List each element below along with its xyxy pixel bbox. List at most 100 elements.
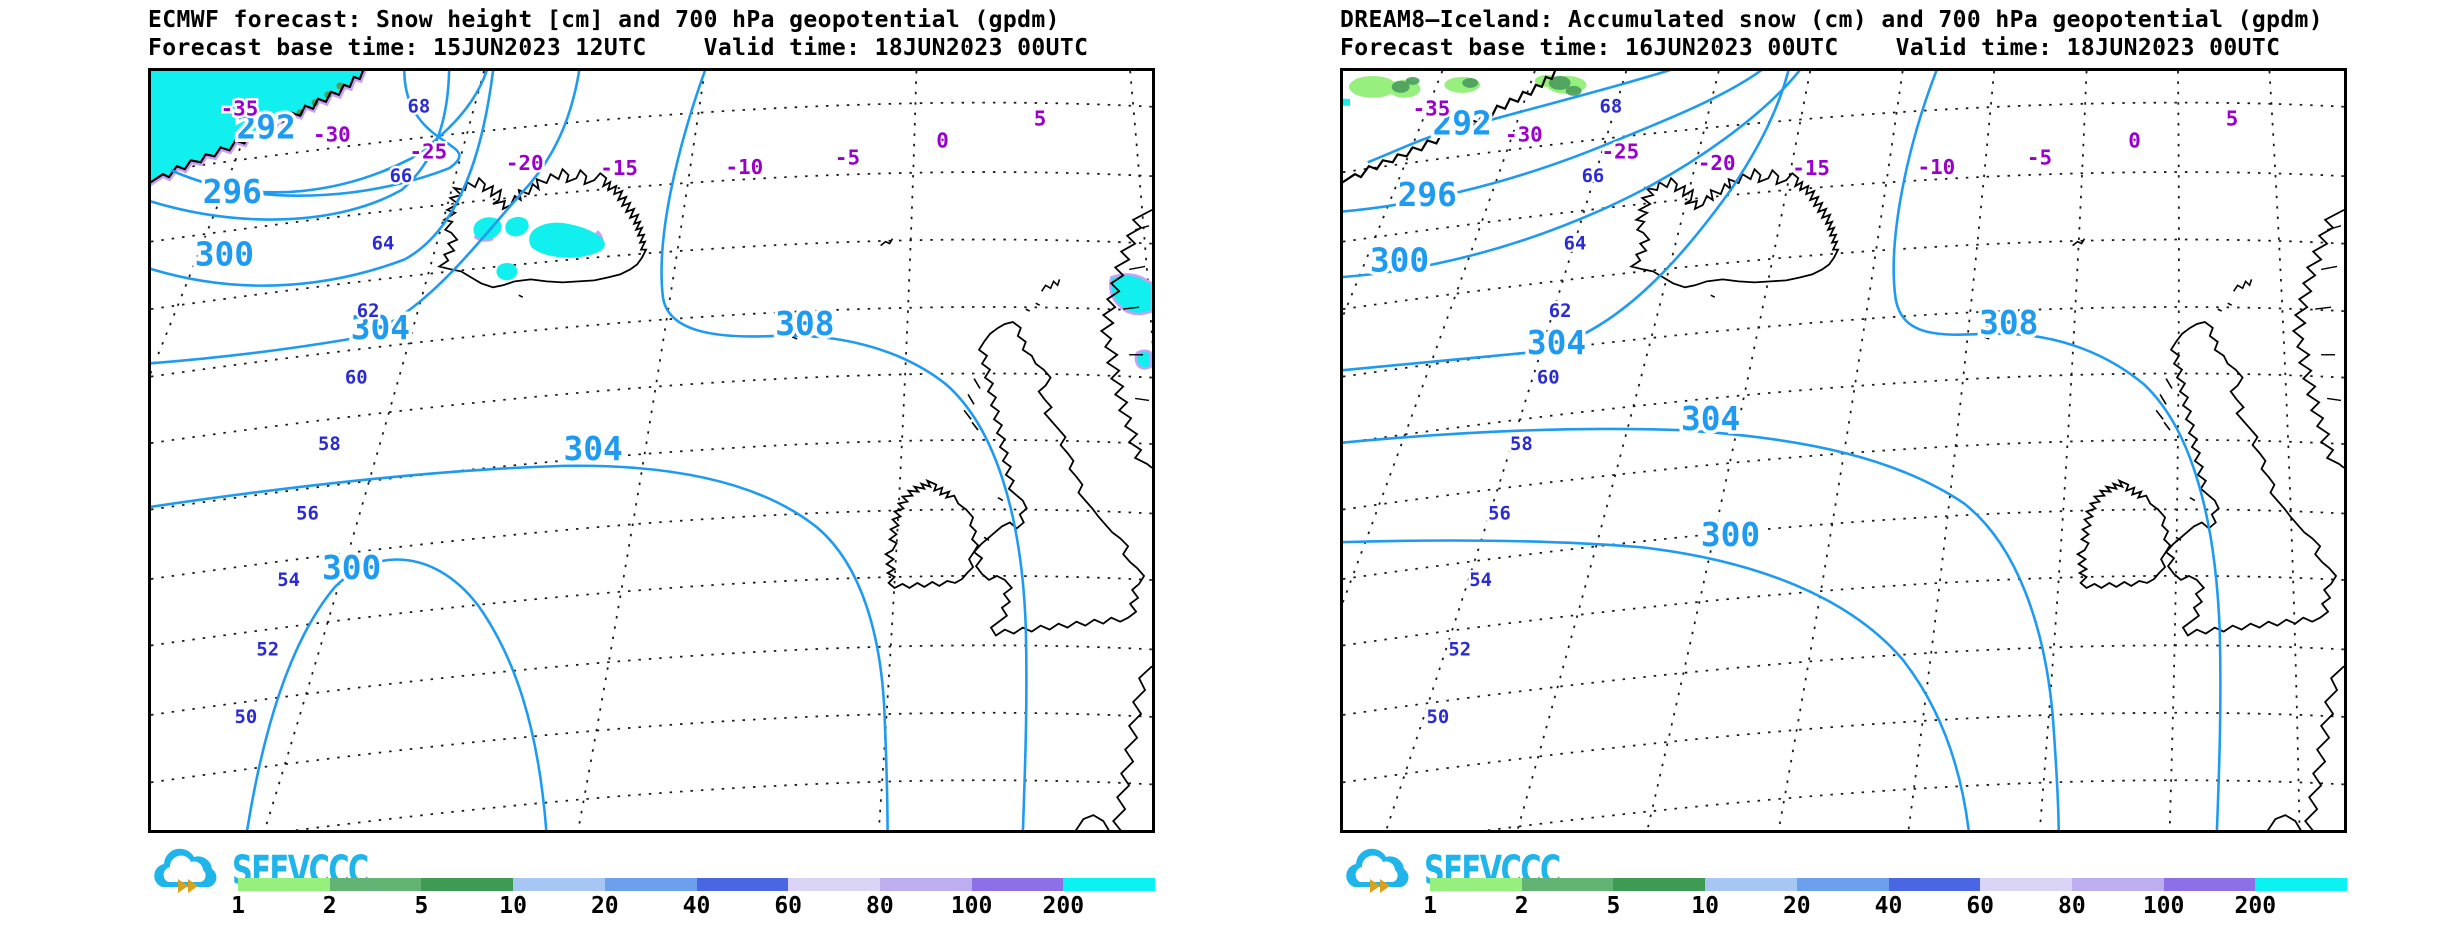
geopotential-label: 300 [322,549,381,587]
iceland-glacier-snow [505,216,529,237]
latitude-gridline [1343,238,2344,311]
greenland-snow-dark [1405,76,1420,85]
island-mark [1025,308,1031,312]
fjord-line [1135,397,1150,402]
island-mark [2175,536,2182,541]
temperature-label: -5 [2027,145,2052,169]
colorbar-segment [879,878,972,891]
latitude-gridline [1343,644,2344,716]
ireland-coastline [883,478,980,589]
temperature-label: -15 [600,156,638,180]
geopotential-label: 304 [1681,400,1740,438]
temperature-label: -30 [313,122,351,146]
colorbar-tick-label: 2 [1514,893,1529,919]
island-mark [983,536,990,541]
island-mark [787,324,800,335]
greenland-coastline [151,71,365,184]
geopotential-label: 292 [236,108,295,146]
colorbar-segment [1888,878,1981,891]
temperature-label: -35 [1413,97,1451,121]
greenland-snow-fill [151,71,363,183]
latitude-label: 54 [277,569,300,591]
latitude-label: 66 [390,165,413,187]
iceland-glacier-snow [496,262,518,281]
latitude-label: 54 [1469,569,1492,591]
iceland-coastline [1629,167,1840,289]
island-mark [2227,302,2233,306]
geopotential-label: 300 [1370,241,1429,279]
latitude-gridline [1343,306,2344,378]
latitude-label: 62 [357,300,380,322]
fjord-line [2327,397,2342,402]
latitude-label: 56 [1488,502,1511,524]
geopotential-contour [170,71,488,197]
longitude-gridline [1646,71,1812,830]
longitude-gridline [1777,71,1904,830]
page-title: ECMWF forecast: Snow height [cm] and 700… [148,7,1060,33]
colorbar-tick-label: 60 [1966,893,1995,919]
colorbar-segment [2255,878,2348,891]
colorbar-tick-label: 20 [1782,893,1811,919]
longitude-gridline [577,71,706,830]
colorbar-tick-label: 2 [322,893,337,919]
latitude-gridline [1343,508,2344,580]
island-mark [971,421,979,431]
geopotential-label: 296 [203,173,262,211]
map-footer: SEEVCCC 1 2 5 10 20 40 60 80 100 200 [1340,833,2348,925]
map-frame: 292 296 300 304 308 304 300 -35 -30 -25 -20 -15 -10 -… [148,68,1155,833]
latitude-label: 62 [1549,300,1572,322]
geopotential-contour [151,71,451,221]
greenland-snow-dark [1391,80,1410,93]
latitude-gridline [151,711,1152,784]
seevccc-logo: SEEVCCC [1340,841,1612,901]
continental-coastline [1075,814,1110,830]
snow-colorbar [1430,878,2348,891]
geopotential-contour [245,558,548,830]
norway-coastline [2291,209,2344,469]
colorbar-segment [1980,878,2072,891]
island-mark [1983,336,1990,340]
cloud-logo-icon [1340,841,1418,901]
latitude-gridline [151,171,1152,243]
colorbar-segment [329,878,422,891]
fjord-line [2315,306,2332,310]
latitude-label: 68 [407,96,430,118]
colorbar-tick-label: 10 [499,893,527,919]
greenland-snow-light [1348,75,1397,98]
colorbar-segment [1613,878,1706,891]
temperature-label: 5 [2226,107,2239,131]
colorbar-segment [696,878,789,891]
longitude-gridline [1343,71,1444,319]
colorbar-segment [604,878,697,891]
temperature-label: 5 [1034,107,1047,131]
geopotential-contour [1343,539,1970,830]
norway-snow [1109,273,1152,316]
latitude-label: 60 [1537,367,1560,389]
snow-colorbar [238,878,1156,891]
latitude-gridline [151,101,1152,174]
colorbar-segment [1063,878,1156,891]
colorbar-segment [421,878,514,891]
colorbar-segment [238,878,330,891]
longitude-gridline [2268,71,2301,830]
longitude-gridline [1516,71,1720,830]
latitude-gridline [1343,439,2344,511]
snow-speck [1343,98,1350,106]
latitude-gridline [1483,779,2344,830]
latitude-label: 50 [234,706,257,728]
title-block: ECMWF forecast: Snow height [cm] and 700… [148,6,1155,62]
geopotential-label: 304 [351,309,410,347]
geopotential-contour [1343,71,1801,279]
longitude-gridline [2168,71,2180,830]
norway-snow [1134,349,1152,370]
colorbar-tick-label: 10 [1691,893,1719,919]
longitude-gridline [151,71,272,375]
island-mark [963,409,972,420]
map-footer: SEEVCCC 1 2 5 10 20 40 60 80 100 200 [148,833,1156,925]
island-mark [2189,496,2196,502]
island-mark [518,294,524,298]
latitude-gridline [151,508,1152,580]
temperature-label: -5 [835,145,860,169]
island-mark [2159,394,2167,405]
latitude-label: 50 [1426,706,1449,728]
